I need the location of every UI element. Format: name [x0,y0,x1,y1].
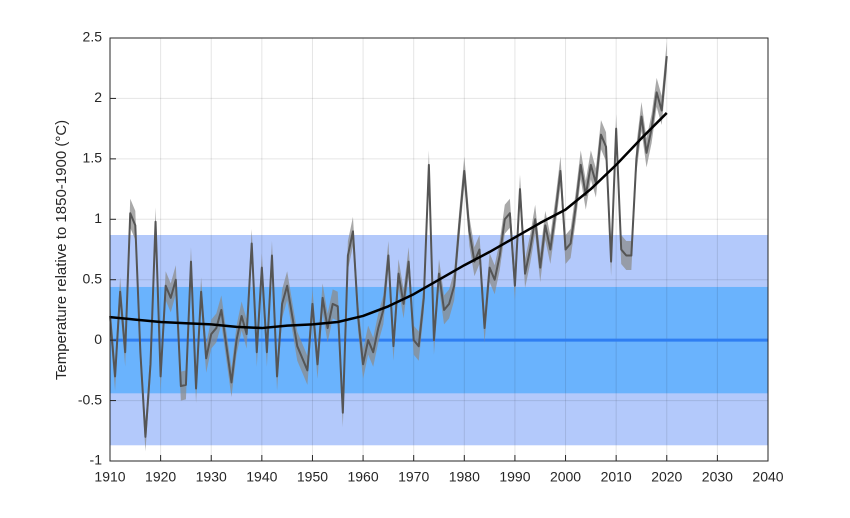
x-tick-label: 1980 [449,469,480,485]
x-tick-label: 2000 [550,469,581,485]
y-tick-label: 0.5 [83,270,103,286]
y-axis-label: Temperature relative to 1850-1900 (°C) [53,120,70,380]
x-tick-label: 2030 [702,469,733,485]
plot-frame [109,37,769,462]
x-tick-label: 2040 [752,469,783,485]
x-tick-label: 2010 [601,469,632,485]
trend-line [109,112,668,330]
x-tick-label: 1930 [196,469,227,485]
y-tick-label: -0.5 [78,391,102,407]
y-tick-label: 0 [94,331,102,347]
y-tick-label: 1 [94,210,102,226]
x-tick-label: 1950 [297,469,328,485]
y-tick-label: 1.5 [83,150,103,166]
x-tick-label: 2020 [651,469,682,485]
y-tick-label: -1 [90,452,103,468]
y-tick-label: 2.5 [83,29,103,45]
annual-line [109,56,668,438]
x-tick-label: 1910 [94,469,125,485]
x-tick-label: 1920 [145,469,176,485]
uncertainty-band [110,41,667,452]
x-tick-label: 1940 [246,469,277,485]
x-tick-label: 1960 [347,469,378,485]
x-tick-label: 1970 [398,469,429,485]
x-tick-label: 1990 [499,469,530,485]
y-tick-label: 2 [94,89,102,105]
